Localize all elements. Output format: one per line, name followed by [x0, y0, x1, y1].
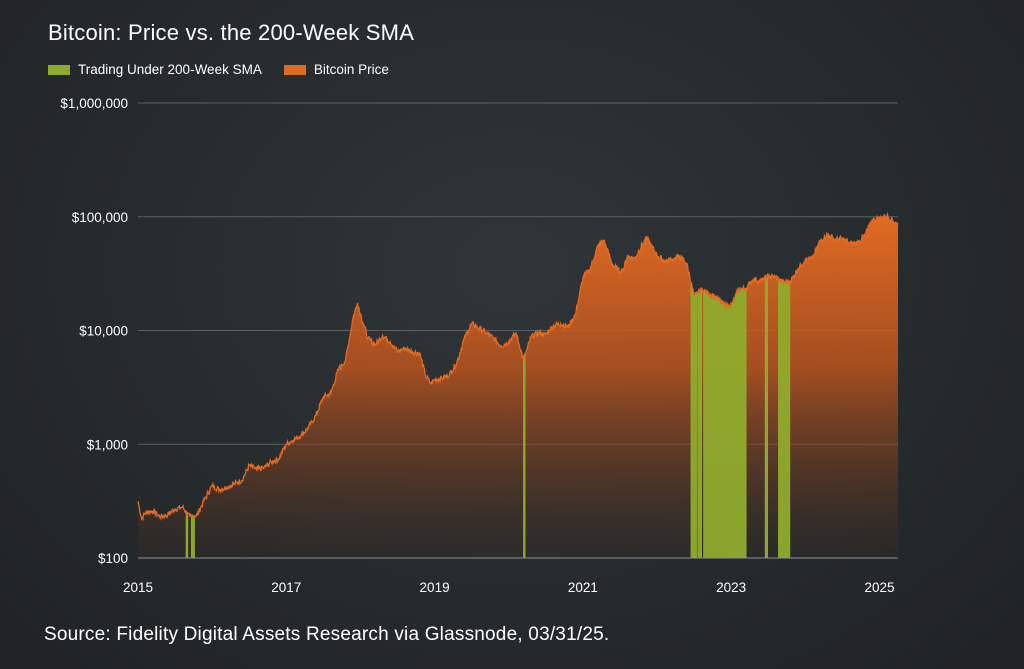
y-tick-label-2: $10,000 [79, 324, 128, 339]
legend-swatch-under-sma [48, 64, 70, 75]
x-tick-label-5: 2025 [864, 580, 894, 595]
under-sma-bands [185, 275, 791, 559]
x-tick-label-1: 2017 [271, 580, 301, 595]
legend-item-bitcoin-price: Bitcoin Price [283, 62, 389, 77]
y-tick-label-3: $100,000 [72, 210, 128, 225]
legend-swatch-bitcoin-price [283, 64, 306, 75]
source-note: Source: Fidelity Digital Assets Research… [44, 624, 610, 645]
under-sma-band-3 [690, 282, 698, 559]
chart-legend: Trading Under 200-Week SMA Bitcoin Price [48, 62, 411, 77]
under-sma-band-4 [698, 288, 702, 559]
axis-labels: $100 $1,000 $10,000 $100,000 $1,000,000 2015 2… [60, 96, 898, 595]
legend-item-under-sma: Trading Under 200-Week SMA [48, 62, 262, 77]
under-sma-band-7 [778, 278, 791, 559]
price-line-layer [137, 211, 899, 522]
under-sma-band-2 [523, 355, 526, 559]
under-sma-band-0 [185, 510, 189, 559]
y-tick-label-1: $1,000 [87, 437, 128, 452]
chart-title: Bitcoin: Price vs. the 200-Week SMA [48, 20, 415, 45]
y-tick-label-4: $1,000,000 [60, 96, 128, 111]
price-line [137, 211, 899, 522]
x-tick-label-4: 2023 [716, 580, 746, 595]
x-tick-label-2: 2019 [420, 580, 450, 595]
under-sma-band-1 [190, 514, 195, 559]
under-sma-band-6 [764, 275, 768, 559]
y-tick-label-0: $100 [98, 551, 128, 566]
x-tick-label-3: 2021 [568, 580, 598, 595]
x-tick-label-0: 2015 [123, 580, 153, 595]
legend-label-bitcoin-price: Bitcoin Price [313, 62, 389, 77]
under-sma-band-5 [703, 287, 747, 559]
legend-label-under-sma: Trading Under 200-Week SMA [78, 62, 262, 77]
